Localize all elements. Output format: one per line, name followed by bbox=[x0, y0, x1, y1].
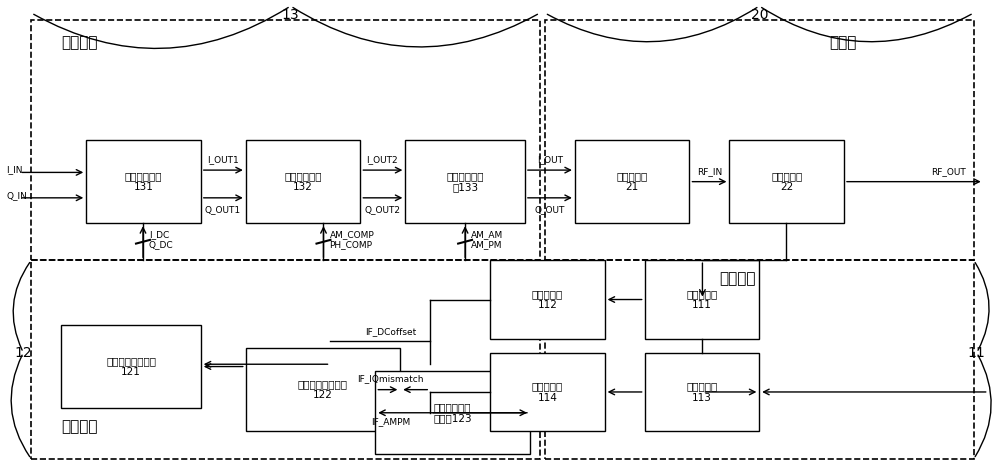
FancyBboxPatch shape bbox=[575, 140, 689, 223]
FancyBboxPatch shape bbox=[375, 371, 530, 454]
Text: 第二衰减器
113: 第二衰减器 113 bbox=[686, 381, 718, 403]
Text: 正交失配计算单元
122: 正交失配计算单元 122 bbox=[298, 379, 348, 400]
FancyBboxPatch shape bbox=[645, 260, 759, 339]
Text: Q_OUT: Q_OUT bbox=[535, 205, 565, 214]
Text: IF_DCoffset: IF_DCoffset bbox=[365, 327, 416, 337]
Text: IF_IQmismatch: IF_IQmismatch bbox=[357, 374, 424, 383]
FancyBboxPatch shape bbox=[490, 352, 605, 431]
Text: I_OUT: I_OUT bbox=[537, 155, 563, 164]
FancyBboxPatch shape bbox=[645, 352, 759, 431]
Text: Q_OUT2: Q_OUT2 bbox=[364, 205, 400, 214]
Text: I_DC
Q_DC: I_DC Q_DC bbox=[149, 230, 174, 249]
Text: AM_AM
AM_PM: AM_AM AM_PM bbox=[471, 230, 503, 249]
Text: 正交补偿单元
132: 正交补偿单元 132 bbox=[284, 171, 322, 193]
FancyBboxPatch shape bbox=[246, 140, 360, 223]
Text: IF_AMPM: IF_AMPM bbox=[371, 418, 410, 426]
Text: 功率放大器
22: 功率放大器 22 bbox=[771, 171, 802, 193]
Text: 11: 11 bbox=[968, 345, 986, 360]
Text: I_IN: I_IN bbox=[6, 166, 23, 174]
FancyBboxPatch shape bbox=[405, 140, 525, 223]
Text: 12: 12 bbox=[15, 345, 32, 360]
Text: 非线性失配计
算单元123: 非线性失配计 算单元123 bbox=[433, 402, 472, 424]
Text: 20: 20 bbox=[751, 8, 768, 22]
Text: 第一衰减器
111: 第一衰减器 111 bbox=[686, 289, 718, 310]
Text: 13: 13 bbox=[282, 8, 299, 22]
Text: I_OUT1: I_OUT1 bbox=[207, 155, 239, 164]
Text: RF_IN: RF_IN bbox=[697, 167, 722, 176]
Text: 非线性补偿单
元133: 非线性补偿单 元133 bbox=[446, 171, 484, 193]
Text: RF_OUT: RF_OUT bbox=[931, 167, 966, 176]
FancyBboxPatch shape bbox=[246, 348, 400, 431]
FancyBboxPatch shape bbox=[490, 260, 605, 339]
Text: I_OUT2: I_OUT2 bbox=[367, 155, 398, 164]
Text: 直流失调计算单元
121: 直流失调计算单元 121 bbox=[106, 356, 156, 377]
Text: Q_OUT1: Q_OUT1 bbox=[205, 205, 241, 214]
Text: 直流补偿单元
131: 直流补偿单元 131 bbox=[125, 171, 162, 193]
Text: 发射机: 发射机 bbox=[829, 35, 856, 51]
Text: 补偿模块: 补偿模块 bbox=[61, 35, 98, 51]
Text: AM_COMP
PH_COMP: AM_COMP PH_COMP bbox=[329, 230, 374, 249]
Text: 计算模块: 计算模块 bbox=[61, 419, 98, 434]
Text: Q_IN: Q_IN bbox=[6, 191, 27, 200]
FancyBboxPatch shape bbox=[729, 140, 844, 223]
Text: 第二混频器
114: 第二混频器 114 bbox=[532, 381, 563, 403]
Text: 第一混频器
112: 第一混频器 112 bbox=[532, 289, 563, 310]
FancyBboxPatch shape bbox=[86, 140, 201, 223]
Text: 变频模块: 变频模块 bbox=[719, 271, 756, 286]
Text: 正交调制器
21: 正交调制器 21 bbox=[617, 171, 648, 193]
FancyBboxPatch shape bbox=[61, 325, 201, 408]
